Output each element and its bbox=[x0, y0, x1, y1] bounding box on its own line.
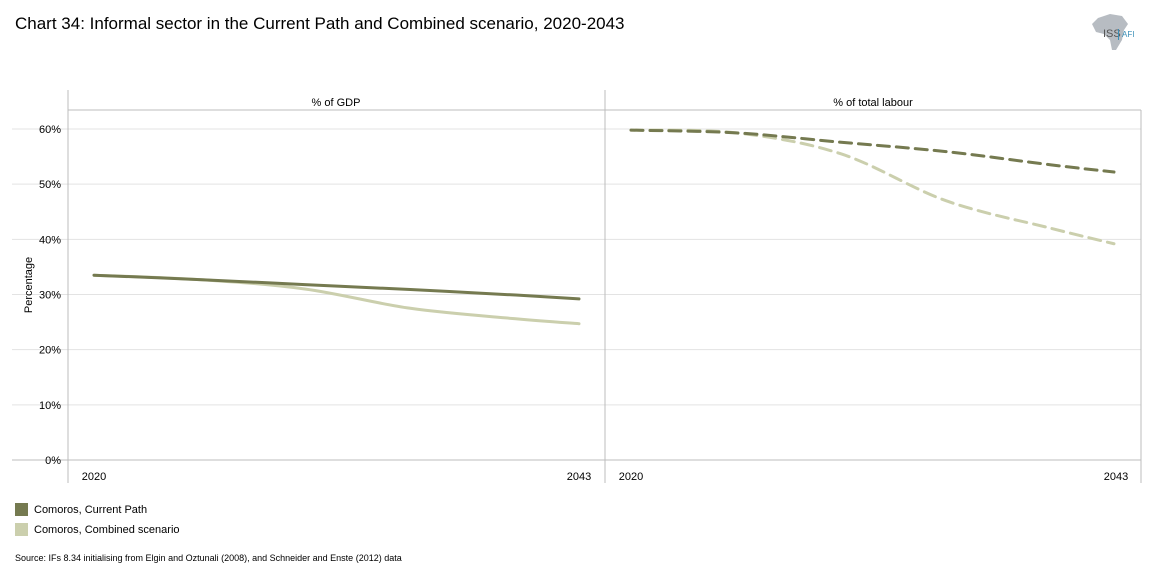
series-line-panel2-current-path bbox=[629, 128, 1116, 174]
panel-title-2: % of total labour bbox=[833, 97, 913, 109]
legend-item-current-path: Comoros, Current Path bbox=[15, 503, 147, 516]
y-tick-label-40: 40% bbox=[39, 234, 61, 246]
legend-item-combined: Comoros, Combined scenario bbox=[15, 523, 180, 536]
series-line-panel2-combined bbox=[629, 128, 1116, 246]
logo-divider bbox=[1118, 29, 1119, 40]
panel-title-1: % of GDP bbox=[312, 97, 361, 109]
series-line-panel1-current-path bbox=[92, 273, 581, 301]
x-tick-label-panel1-end: 2043 bbox=[567, 471, 591, 483]
y-tick-label-30: 30% bbox=[39, 290, 61, 302]
y-tick-label-10: 10% bbox=[39, 400, 61, 412]
y-axis-label: Percentage bbox=[23, 257, 35, 313]
legend-label-combined: Comoros, Combined scenario bbox=[34, 523, 180, 536]
logo-afi-text: AFI bbox=[1122, 30, 1135, 39]
legend-swatch-combined bbox=[15, 523, 28, 536]
chart-area: 0% 10% 20% 30% 40% 50% 60% Percentage % of GDP 20… bbox=[12, 90, 1142, 483]
legend-label-current-path: Comoros, Current Path bbox=[34, 503, 148, 516]
legend-swatch-current-path bbox=[15, 503, 28, 516]
x-tick-label-panel2-start: 2020 bbox=[619, 471, 643, 483]
iss-afi-logo: ISS AFI bbox=[1088, 10, 1138, 54]
y-tick-label-0: 0% bbox=[45, 455, 61, 467]
source-note: Source: IFs 8.34 initialising from Elgin… bbox=[15, 553, 402, 563]
x-tick-label-panel1-start: 2020 bbox=[82, 471, 106, 483]
x-tick-label-panel2-end: 2043 bbox=[1104, 471, 1128, 483]
y-tick-label-50: 50% bbox=[39, 179, 61, 191]
logo-iss-text: ISS bbox=[1103, 28, 1121, 40]
y-tick-label-60: 60% bbox=[39, 124, 61, 136]
y-tick-label-20: 20% bbox=[39, 345, 61, 357]
chart-title: Chart 34: Informal sector in the Current… bbox=[15, 14, 625, 33]
series-line-panel1-combined bbox=[92, 273, 581, 326]
africa-map-icon bbox=[1092, 14, 1128, 50]
